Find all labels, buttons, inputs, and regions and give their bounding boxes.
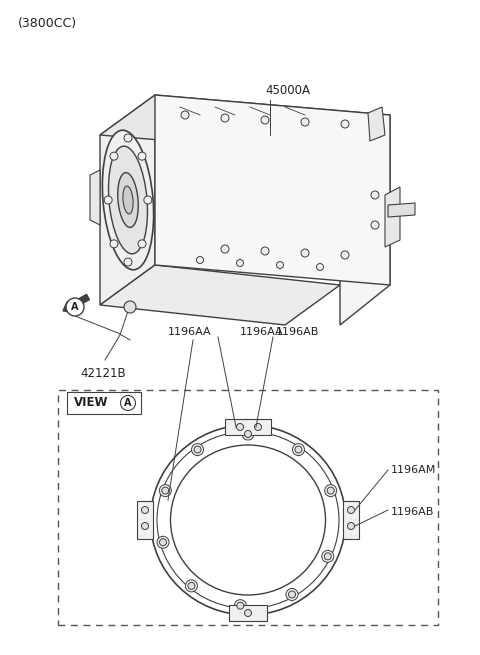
Ellipse shape bbox=[118, 172, 138, 227]
Circle shape bbox=[138, 240, 146, 248]
Circle shape bbox=[324, 553, 331, 560]
FancyBboxPatch shape bbox=[343, 501, 359, 539]
Ellipse shape bbox=[185, 580, 197, 592]
Circle shape bbox=[301, 118, 309, 126]
Circle shape bbox=[144, 196, 152, 204]
Circle shape bbox=[124, 134, 132, 142]
Circle shape bbox=[181, 111, 189, 119]
Circle shape bbox=[162, 487, 169, 494]
Circle shape bbox=[66, 298, 84, 316]
Circle shape bbox=[288, 591, 296, 598]
Text: 42121B: 42121B bbox=[80, 367, 126, 380]
Ellipse shape bbox=[108, 146, 147, 254]
Circle shape bbox=[237, 602, 244, 609]
Circle shape bbox=[254, 424, 262, 430]
Circle shape bbox=[261, 116, 269, 124]
Circle shape bbox=[159, 539, 167, 546]
Circle shape bbox=[188, 582, 195, 590]
Circle shape bbox=[316, 263, 324, 271]
FancyBboxPatch shape bbox=[67, 392, 141, 414]
Polygon shape bbox=[388, 203, 415, 217]
Text: (3800CC): (3800CC) bbox=[18, 17, 77, 30]
Circle shape bbox=[371, 221, 379, 229]
Circle shape bbox=[276, 261, 284, 269]
Ellipse shape bbox=[170, 445, 325, 595]
Circle shape bbox=[221, 114, 229, 122]
Circle shape bbox=[237, 259, 243, 267]
FancyBboxPatch shape bbox=[137, 501, 153, 539]
Ellipse shape bbox=[286, 588, 298, 601]
Ellipse shape bbox=[123, 186, 133, 214]
Circle shape bbox=[138, 152, 146, 160]
Ellipse shape bbox=[292, 443, 304, 456]
Circle shape bbox=[244, 610, 252, 616]
Text: 1196AA: 1196AA bbox=[240, 327, 284, 337]
Polygon shape bbox=[340, 115, 390, 325]
Text: 1196AM: 1196AM bbox=[391, 465, 436, 475]
Polygon shape bbox=[385, 187, 400, 247]
Circle shape bbox=[371, 191, 379, 199]
Circle shape bbox=[196, 257, 204, 263]
Circle shape bbox=[237, 424, 243, 430]
Text: 1196AB: 1196AB bbox=[276, 327, 319, 337]
Circle shape bbox=[124, 258, 132, 266]
Polygon shape bbox=[368, 107, 385, 141]
Circle shape bbox=[221, 245, 229, 253]
Circle shape bbox=[142, 523, 148, 529]
Circle shape bbox=[301, 249, 309, 257]
Polygon shape bbox=[100, 265, 340, 325]
Text: A: A bbox=[124, 398, 132, 408]
Circle shape bbox=[295, 446, 302, 453]
Ellipse shape bbox=[102, 130, 154, 270]
Circle shape bbox=[244, 430, 252, 438]
Ellipse shape bbox=[192, 443, 204, 456]
Polygon shape bbox=[90, 170, 100, 225]
Circle shape bbox=[327, 487, 334, 494]
Circle shape bbox=[104, 196, 112, 204]
Circle shape bbox=[341, 251, 349, 259]
Text: VIEW: VIEW bbox=[74, 396, 108, 409]
Text: 45000A: 45000A bbox=[265, 84, 310, 97]
FancyBboxPatch shape bbox=[225, 419, 271, 435]
FancyBboxPatch shape bbox=[229, 605, 267, 621]
Circle shape bbox=[124, 301, 136, 313]
Polygon shape bbox=[155, 95, 390, 285]
Circle shape bbox=[120, 396, 135, 411]
Ellipse shape bbox=[322, 550, 334, 563]
Ellipse shape bbox=[242, 428, 254, 440]
Circle shape bbox=[194, 446, 201, 453]
Circle shape bbox=[110, 240, 118, 248]
Circle shape bbox=[341, 120, 349, 128]
Circle shape bbox=[261, 247, 269, 255]
Text: 1196AA: 1196AA bbox=[168, 327, 212, 337]
Ellipse shape bbox=[159, 485, 171, 496]
FancyArrow shape bbox=[63, 294, 89, 312]
Ellipse shape bbox=[324, 485, 336, 496]
Circle shape bbox=[348, 523, 355, 529]
FancyBboxPatch shape bbox=[58, 390, 438, 625]
Ellipse shape bbox=[157, 536, 169, 548]
Circle shape bbox=[110, 152, 118, 160]
Circle shape bbox=[348, 506, 355, 514]
Text: 1196AB: 1196AB bbox=[391, 507, 434, 517]
Polygon shape bbox=[100, 95, 155, 305]
Text: A: A bbox=[71, 302, 79, 312]
Polygon shape bbox=[100, 95, 390, 155]
Circle shape bbox=[142, 506, 148, 514]
Ellipse shape bbox=[234, 600, 246, 612]
